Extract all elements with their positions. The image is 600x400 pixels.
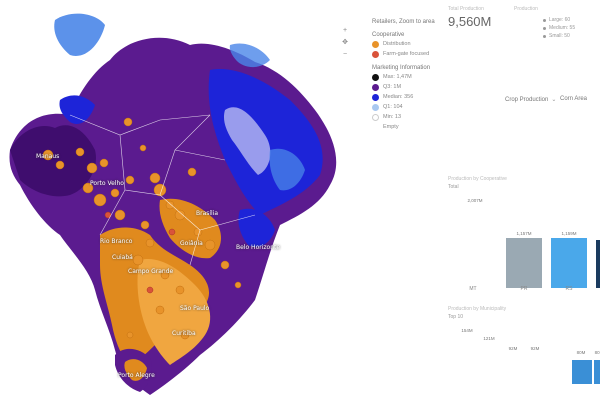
crop-slicer[interactable]: Crop Production ⌄: [505, 96, 556, 103]
chart1-category-label: PR: [520, 286, 528, 292]
legend-item[interactable]: Min: 13: [372, 112, 442, 122]
brazil-map[interactable]: [0, 0, 345, 400]
map-legend: Retailers, Zoom to area Cooperative Dist…: [372, 18, 442, 132]
legend-dot-icon: [372, 103, 379, 111]
chart2-value-label: 154M: [461, 328, 473, 333]
zoom-out-button[interactable]: −: [342, 51, 348, 58]
legend-item-label: Empty: [383, 124, 399, 130]
legend-item-label: Distribution: [383, 41, 411, 47]
kpi-side-item-label: Large: 60: [549, 17, 571, 23]
chart2-bar[interactable]: [572, 360, 592, 384]
zoom-in-button[interactable]: +: [342, 27, 348, 34]
kpi-value: 9,560M: [448, 14, 492, 29]
city-label: Belo Horizonte: [236, 244, 281, 251]
chevron-down-icon: ⌄: [551, 97, 557, 103]
legend-dot-icon: [372, 83, 379, 91]
bullet-icon: [543, 34, 546, 38]
kpi-side-item: Medium: 55: [543, 24, 575, 32]
pan-control-icon[interactable]: ✥: [342, 39, 348, 46]
chart1-category-label: RS: [565, 286, 573, 292]
kpi-side-item: Large: 60: [543, 16, 575, 24]
legend-item-label: Min: 13: [383, 114, 402, 120]
chart2-value-label: 80M: [576, 350, 586, 355]
legend-dot-icon: [372, 40, 379, 48]
chart1-title: Production by Cooperative: [448, 176, 507, 182]
legend-cooperative-title: Cooperative: [372, 32, 405, 38]
chart1-bar[interactable]: [506, 238, 542, 288]
chart2-title: Production by Municipality: [448, 306, 507, 312]
legend-item[interactable]: Q3: 1M: [372, 82, 442, 92]
legend-item[interactable]: Q1: 104: [372, 102, 442, 112]
city-label: Brasília: [196, 210, 219, 217]
chart1-bar-partial[interactable]: [596, 240, 600, 288]
state-borders: [69, 114, 256, 266]
kpi-side-title: Production: [514, 6, 538, 12]
city-label: Curitiba: [172, 330, 196, 337]
legend-title: Retailers, Zoom to area: [372, 19, 435, 25]
area-slicer-label: Corn Area: [560, 96, 588, 102]
chart2-bar[interactable]: [594, 360, 600, 384]
legend-item-label: Q1: 104: [383, 104, 403, 110]
kpi-side-list: Large: 60 Medium: 55 Small: 50: [543, 16, 575, 40]
legend-item-label: Max: 1,47M: [383, 74, 412, 80]
region-ne-speckle: [223, 107, 271, 175]
legend-dot-icon: [372, 113, 379, 121]
kpi-label: Total Production: [448, 6, 484, 12]
region-far-south-orange: [124, 359, 147, 381]
city-label: São Paulo: [180, 305, 210, 312]
kpi-side-item-label: Medium: 55: [549, 25, 576, 31]
city-label: Porto Alegre: [118, 372, 155, 379]
chart1-category-label: MT: [469, 286, 477, 292]
chart1-highlight-label: 2,007M: [467, 198, 483, 203]
legend-item[interactable]: Farm-gate focused: [372, 49, 442, 59]
legend-item-label: Median: 356: [383, 94, 414, 100]
chart2-value-label: 92M: [508, 346, 518, 351]
chart2-subtitle: Top 10: [448, 314, 464, 320]
chart1-subtitle: Total: [448, 184, 459, 190]
chart2-value-label: 80M: [594, 350, 600, 355]
region-far-ne-light: [229, 43, 270, 68]
chart2-value-label: 92M: [530, 346, 540, 351]
crop-slicer-label: Crop Production: [505, 97, 549, 103]
legend-marketing-title: Marketing Information: [372, 65, 431, 71]
bullet-icon: [543, 26, 546, 30]
chart2-value-label: 121M: [483, 336, 495, 341]
region-east-light: [269, 148, 305, 191]
city-label: Rio Branco: [100, 238, 133, 245]
legend-dot-icon: [372, 73, 379, 81]
legend-dot-icon: [372, 50, 379, 58]
chart1-bar-value: 1,159M: [561, 231, 577, 236]
legend-item[interactable]: Median: 356: [372, 92, 442, 102]
chart1-bar[interactable]: [551, 238, 587, 288]
bullet-icon: [543, 18, 546, 22]
map-visual[interactable]: Manaus Porto Velho Rio Branco Cuiabá Cam…: [0, 0, 345, 400]
region-south-orange: [137, 259, 211, 365]
city-label: Cuiabá: [112, 254, 133, 261]
region-northwest-corner-light: [54, 13, 105, 56]
legend-item[interactable]: Empty: [372, 122, 442, 132]
city-label: Manaus: [36, 153, 60, 160]
legend-item[interactable]: Distribution: [372, 39, 442, 49]
chart1-bar-value: 1,157M: [516, 231, 532, 236]
kpi-side-item: Small: 50: [543, 32, 575, 40]
legend-item[interactable]: Max: 1,47M: [372, 72, 442, 82]
kpi-side-item-label: Small: 50: [549, 33, 570, 39]
legend-item-label: Q3: 1M: [383, 84, 402, 90]
cooperative-circles: [42, 117, 242, 340]
region-west-blue: [59, 95, 95, 125]
legend-item-label: Farm-gate focused: [383, 51, 430, 57]
city-label: Goiânia: [180, 240, 203, 247]
farm-gate-circles: [104, 211, 176, 294]
city-label: Campo Grande: [128, 268, 174, 275]
legend-dot-icon: [372, 93, 379, 101]
area-slicer[interactable]: Corn Area: [560, 96, 587, 102]
region-northwest: [10, 125, 96, 197]
city-label: Porto Velho: [90, 180, 124, 187]
region-coast-blue: [238, 208, 275, 247]
legend-dot-icon: [372, 123, 379, 131]
